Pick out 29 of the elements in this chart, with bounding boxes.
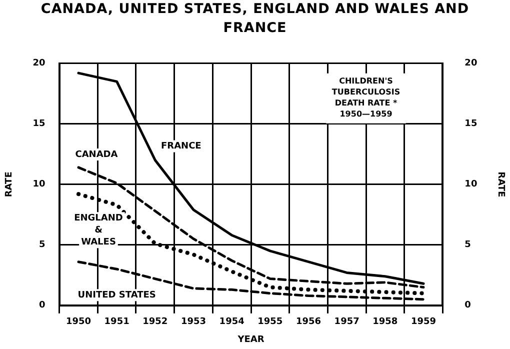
x-tick-label: 1958	[372, 317, 398, 328]
x-tick-label: 1953	[180, 317, 206, 328]
x-tick-label: 1950	[66, 317, 92, 328]
y2-tick-label: 0	[464, 300, 471, 311]
x-tick-label: 1957	[334, 317, 360, 328]
y-tick-label: 20	[32, 58, 46, 69]
y2-axis-title: RATE	[495, 172, 506, 198]
y2-tick-label: 5	[464, 240, 471, 250]
series-label: UNITED STATES	[78, 290, 156, 300]
x-axis-title: YEAR	[236, 334, 264, 345]
x-tick-label: 1951	[104, 317, 130, 328]
x-tick-label: 1959	[410, 317, 436, 328]
x-tick-label: 1955	[258, 317, 283, 328]
x-tick-label: 1954	[219, 317, 244, 328]
series-label: FRANCE	[160, 142, 202, 152]
chart-title: CANADA, UNITED STATES, ENGLAND AND WALES AND FRANCE	[40, 0, 470, 38]
x-tick-label: 1952	[142, 317, 168, 328]
annotation: CHILDREN'S TUBERCULOSIS DEATH RATE * 1950—1959	[332, 76, 400, 118]
y-tick-label: 10	[32, 180, 46, 190]
y-tick-label: 5	[39, 240, 46, 250]
series-label: ENGLAND & WALES	[74, 213, 123, 248]
y-tick-label: 15	[32, 119, 46, 130]
y-tick-label: 0	[39, 300, 46, 311]
y-axis-title: RATE	[4, 172, 15, 198]
x-tick-label: 1956	[296, 317, 322, 328]
y2-tick-label: 10	[464, 180, 478, 190]
y2-tick-label: 20	[464, 58, 478, 69]
y2-tick-label: 15	[464, 119, 478, 130]
series-label: CANADA	[75, 150, 118, 160]
